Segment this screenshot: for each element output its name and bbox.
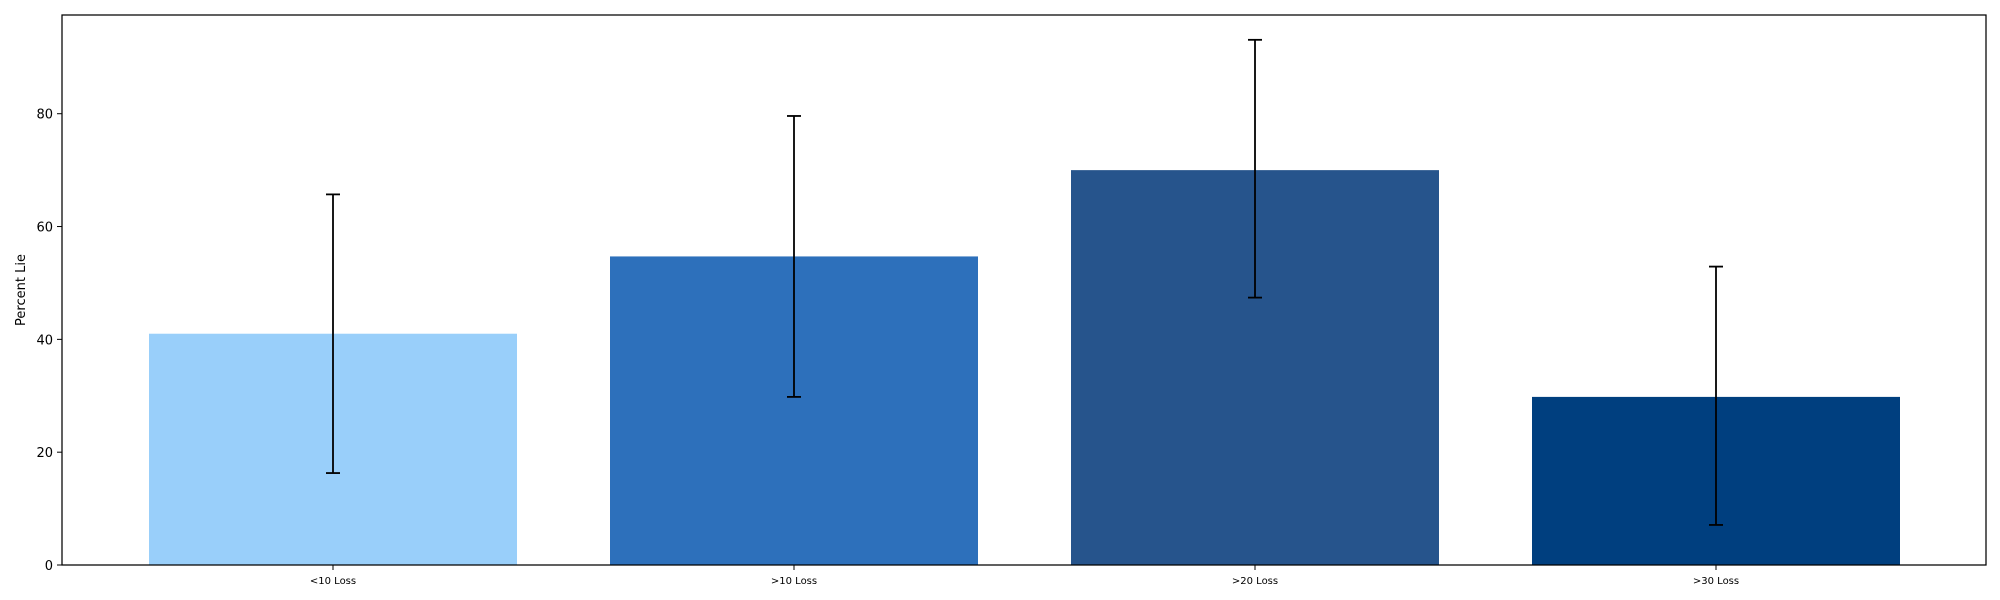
x-axis: <10 Loss >10 Loss >20 Loss >30 Loss bbox=[310, 565, 1739, 587]
error-bars-layer bbox=[326, 38, 1723, 526]
y-tick-label-2: 20 bbox=[36, 446, 53, 461]
y-tick-label-3: 40 bbox=[36, 333, 53, 348]
x-tick-label-3: >20 Loss bbox=[1232, 576, 1278, 587]
bars-layer bbox=[149, 170, 1900, 565]
y-tick-label-4: 60 bbox=[36, 221, 53, 236]
plot-frame bbox=[61, 14, 1987, 566]
y-axis: 0 20 40 60 80 bbox=[36, 108, 62, 574]
x-tick-label-1: <10 Loss bbox=[310, 576, 356, 587]
y-axis-label: Percent Lie bbox=[14, 254, 29, 326]
y-tick-label-1: 0 bbox=[45, 559, 53, 574]
x-tick-label-4: >30 Loss bbox=[1693, 576, 1739, 587]
y-tick-label-5: 80 bbox=[36, 108, 53, 123]
x-tick-label-2: >10 Loss bbox=[771, 576, 817, 587]
